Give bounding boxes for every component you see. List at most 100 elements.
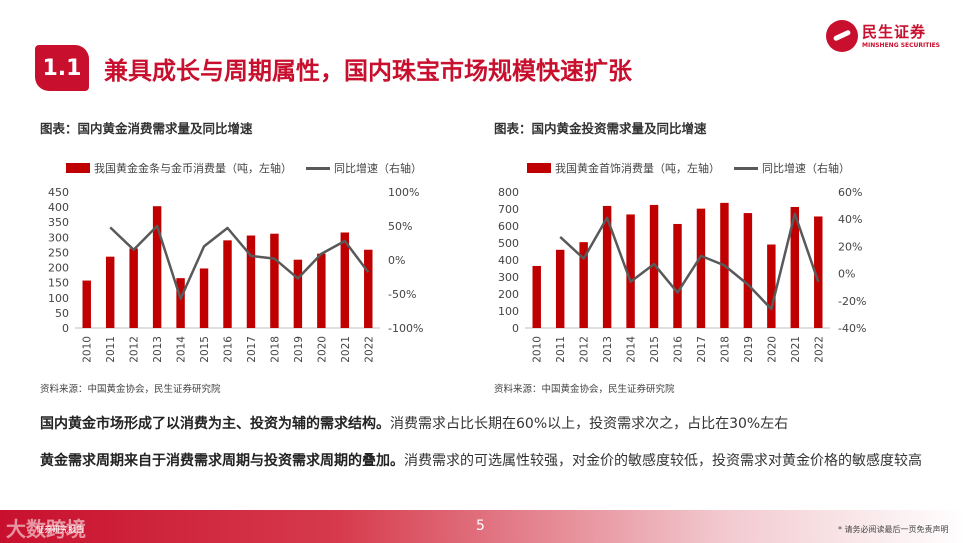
paragraph-1-lead: 国内黄金市场形成了以消费为主、投资为辅的需求结构。 (40, 416, 390, 432)
left-axis-tick-label: 400 (498, 254, 519, 267)
left-axis-tick-label: 0 (512, 322, 519, 335)
x-axis-tick-label: 2022 (363, 336, 375, 363)
series-line (559, 212, 820, 311)
x-axis-tick-label: 2014 (626, 336, 638, 363)
right-axis-tick-label: 100% (388, 186, 419, 199)
x-axis-tick-label: 2021 (790, 336, 802, 363)
footer: 大数跨境 证券研究报告 5 * 请务必阅读最后一页免责声明 (0, 510, 964, 543)
left-axis-tick-label: 50 (55, 307, 69, 320)
x-axis-tick-label: 2013 (152, 336, 164, 363)
left-axis-tick-label: 200 (48, 262, 69, 275)
x-axis-tick-label: 2014 (176, 336, 188, 363)
bar (696, 208, 706, 328)
left-axis-tick-label: 300 (48, 231, 69, 244)
left-axis-tick-label: 500 (498, 237, 519, 250)
left-axis-tick-label: 800 (498, 186, 519, 199)
brand-name: 民生证券 (862, 23, 927, 41)
right-axis-tick-label: 40% (838, 213, 862, 226)
top-rule (0, 0, 964, 3)
bar (790, 206, 800, 328)
right-axis-tick-label: 50% (388, 220, 412, 233)
bar (129, 248, 138, 328)
x-axis-tick-label: 2019 (293, 336, 305, 363)
x-axis-tick-label: 2018 (269, 336, 281, 363)
left-axis-tick-label: 250 (48, 246, 69, 259)
bar (579, 242, 588, 328)
paragraph-2-lead: 黄金需求周期来自于消费需求周期与投资需求周期的叠加。 (40, 453, 404, 469)
paragraph-2: 黄金需求周期来自于消费需求周期与投资需求周期的叠加。消费需求的可选属性较强，对金… (40, 449, 930, 473)
paragraph-1: 国内黄金市场形成了以消费为主、投资为辅的需求结构。消费需求占比长期在60%以上，… (40, 412, 788, 436)
x-axis-tick-label: 2017 (696, 336, 708, 363)
x-axis-tick-label: 2012 (129, 336, 141, 363)
chart-1-legend-line: 同比增速（右轴） (334, 162, 422, 175)
left-axis-tick-label: 150 (48, 277, 69, 290)
bar (743, 213, 753, 328)
chart-1-legend-bar: 我国黄金金条与金币消费量（吨，左轴） (94, 162, 292, 175)
bar (532, 265, 541, 328)
x-axis-tick-label: 2016 (223, 336, 235, 363)
chart-1-source: 资料来源：中国黄金协会，民生证券研究院 (40, 384, 221, 395)
bar (176, 278, 185, 328)
chart-2-legend-bar: 我国黄金首饰消费量（吨，左轴） (555, 162, 720, 175)
section-number: 1.1 (35, 45, 89, 91)
page-number: 5 (476, 518, 485, 534)
x-axis-tick-label: 2017 (246, 336, 258, 363)
bar (223, 240, 232, 328)
right-axis-tick-label: -40% (838, 322, 866, 335)
x-axis-tick-label: 2011 (105, 336, 117, 363)
right-axis-tick-label: 20% (838, 240, 862, 253)
footer-watermark: 大数跨境 (6, 517, 86, 541)
right-axis-tick-label: -50% (388, 288, 416, 301)
left-axis-tick-label: 400 (48, 201, 69, 214)
left-axis-tick-label: 200 (498, 288, 519, 301)
left-axis-tick-label: 100 (48, 292, 69, 305)
x-axis-tick-label: 2011 (555, 336, 567, 363)
paragraph-2-text: 消费需求的可选属性较强，对金价的敏感度较低，投资需求对黄金价格的敏感度较高 (404, 453, 922, 469)
bar (82, 280, 91, 328)
legend-bar-swatch (66, 163, 90, 173)
logo-mark-icon (826, 20, 858, 52)
legend-line-swatch (306, 166, 330, 170)
x-axis-tick-label: 2020 (316, 336, 328, 363)
chart-2-legend: 我国黄金首饰消费量（吨，左轴） 同比增速（右轴） (527, 160, 850, 176)
left-axis-tick-label: 350 (48, 216, 69, 229)
bar (317, 253, 326, 328)
x-axis-tick-label: 2015 (199, 336, 211, 363)
chart-1-legend: 我国黄金金条与金币消费量（吨，左轴） 同比增速（右轴） (66, 160, 422, 176)
x-axis-tick-label: 2013 (602, 336, 614, 363)
right-axis-tick-label: -20% (838, 295, 866, 308)
bar (649, 204, 659, 328)
chart-2-legend-line: 同比增速（右轴） (762, 162, 850, 175)
footer-band (0, 510, 964, 543)
left-axis-tick-label: 0 (62, 322, 69, 335)
left-axis-tick-label: 450 (48, 186, 69, 199)
x-axis-tick-label: 2016 (673, 336, 685, 363)
left-axis-tick-label: 100 (498, 305, 519, 318)
bar (602, 205, 612, 328)
disclaimer: * 请务必阅读最后一页免责声明 (838, 525, 949, 534)
bar (767, 244, 776, 328)
paragraph-1-text: 消费需求占比长期在60%以上，投资需求次之，占比在30%左右 (390, 416, 789, 432)
right-axis-tick-label: 0% (388, 254, 405, 267)
bar (340, 232, 350, 328)
x-axis-tick-label: 2021 (340, 336, 352, 363)
x-axis-tick-label: 2010 (532, 336, 544, 363)
bar (270, 233, 279, 328)
chart-2-heading: 图表：国内黄金投资需求量及同比增速 (494, 121, 707, 136)
brand-logo: 民生证券 MINSHENG SECURITIES (826, 20, 940, 54)
chart-2-plot: 800 700 600 500 400 300 200 100 0 60% 40% 20% 0% -20%… (498, 186, 866, 363)
x-axis-tick-label: 2019 (743, 336, 755, 363)
legend-line-swatch (734, 166, 758, 170)
bar (246, 235, 256, 328)
bar (293, 259, 303, 328)
bar (364, 249, 373, 328)
legend-bar-swatch (527, 163, 551, 173)
bar (152, 206, 162, 328)
right-axis-tick-label: -100% (388, 322, 423, 335)
chart-1-plot: 450 400 350 300 250 200 150 100 50 0 100% 50% 0% -50%… (48, 186, 423, 363)
chart-1-heading: 图表：国内黄金消费需求量及同比增速 (40, 121, 253, 136)
bar (673, 223, 682, 328)
left-axis-tick-label: 700 (498, 203, 519, 216)
x-axis-tick-label: 2010 (82, 336, 94, 363)
brand-name-en: MINSHENG SECURITIES (862, 42, 940, 49)
